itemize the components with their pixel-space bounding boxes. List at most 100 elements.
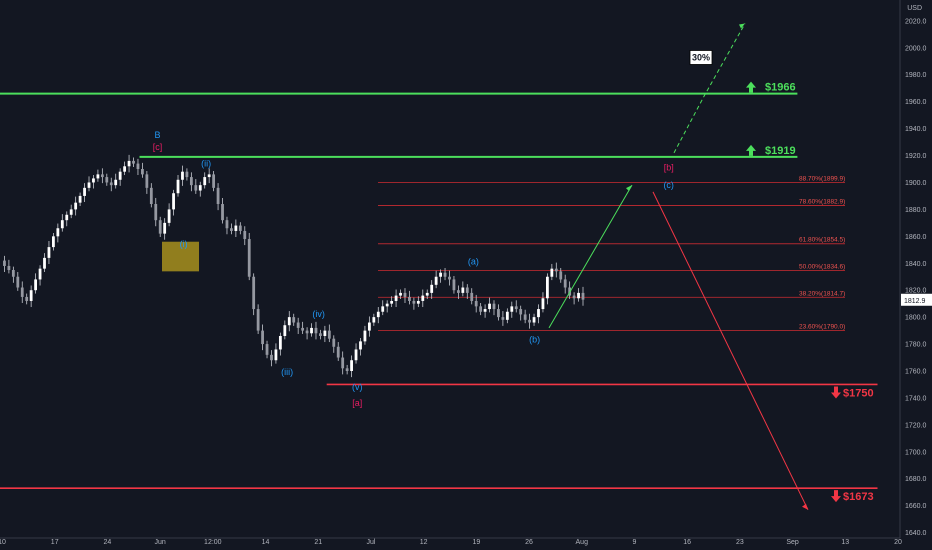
candle-body [581, 292, 585, 300]
candle-body [345, 368, 349, 372]
candle-body [127, 160, 131, 167]
candle-body [363, 330, 367, 342]
candle-body [523, 314, 527, 320]
candle-body [332, 338, 336, 347]
candle-body [11, 270, 15, 277]
candle-body [167, 209, 171, 223]
candle-body [114, 179, 118, 186]
candle-body [301, 327, 305, 331]
candle-body [528, 319, 531, 323]
candle-body [47, 247, 51, 258]
candle-body [96, 174, 100, 179]
candle-body [327, 330, 331, 339]
candle-body [403, 292, 407, 297]
candle-body [270, 354, 273, 361]
candle-body [141, 168, 144, 175]
probability-label: 30% [692, 52, 710, 62]
key-level-label: $1673 [843, 491, 874, 503]
candle-body [265, 344, 269, 355]
bearish-projection-arrow [652, 191, 809, 510]
x-tick-label: 12 [420, 539, 428, 546]
candle-body [176, 179, 180, 194]
x-tick-label: 9 [633, 539, 637, 546]
candle-body [537, 309, 540, 318]
fib-label: 88.70%(1899.9) [799, 176, 845, 183]
dashed-upside-path [673, 23, 746, 154]
candle-body [550, 268, 554, 277]
wave-label: (b) [529, 335, 540, 345]
candle-body [310, 327, 313, 334]
candle-body [434, 276, 438, 285]
candle-body [577, 292, 580, 299]
candle-body [212, 174, 216, 188]
candle-body [109, 182, 113, 186]
currency-label: USD [907, 5, 922, 12]
candle-body [123, 166, 127, 172]
arrow-head-icon [802, 503, 808, 510]
candle-body [394, 295, 398, 301]
fib-label: 23.60%(1790.0) [799, 324, 845, 331]
candle-body [421, 295, 425, 301]
wave-label: (c) [663, 180, 674, 190]
candle-body [172, 193, 175, 210]
y-tick-label: 1940.0 [905, 126, 927, 133]
key-level-label: $1966 [765, 82, 796, 94]
y-tick-label: 1720.0 [905, 422, 927, 429]
fib-label: 78.60%(1882.9) [799, 198, 845, 205]
y-tick-label: 1660.0 [905, 503, 927, 510]
wave-label: (iii) [281, 367, 293, 377]
candle-body [132, 160, 135, 164]
candle-body [194, 185, 198, 191]
y-tick-label: 1700.0 [905, 449, 927, 456]
projection-arrows: 30% [548, 23, 809, 510]
candle-body [256, 309, 260, 331]
candle-body [203, 177, 207, 186]
candle-body [425, 292, 429, 296]
probability-box [689, 50, 713, 65]
y-tick-label: 1640.0 [905, 530, 927, 537]
arrow-down-icon [831, 490, 841, 503]
y-tick-label: 2000.0 [905, 45, 927, 52]
wave-label: (ii) [201, 158, 211, 168]
candle-body [461, 287, 465, 293]
candle-body [367, 322, 371, 331]
last-price-tag: 1812.9 [901, 293, 932, 306]
candle-body [554, 268, 558, 272]
x-tick-label: Jul [366, 539, 375, 546]
candle-body [34, 279, 38, 291]
x-tick-label: 21 [314, 539, 322, 546]
wave-label: (a) [468, 257, 479, 267]
candles [3, 154, 585, 378]
x-tick-label: 20 [894, 539, 902, 546]
candle-body [92, 178, 95, 183]
candle-body [198, 185, 202, 191]
candle-body [38, 268, 42, 280]
fib-label: 38.20%(1814.7) [799, 290, 845, 297]
candle-body [74, 202, 78, 210]
candle-body [145, 174, 149, 188]
wave-i-highlight [162, 241, 199, 272]
candle-body [29, 290, 33, 301]
candle-body [225, 220, 229, 229]
candle-body [545, 276, 549, 299]
y-tick-label: 1900.0 [905, 180, 927, 187]
candle-body [3, 260, 6, 266]
x-tick-label: 12:00 [204, 539, 222, 546]
x-tick-label: 13 [841, 539, 849, 546]
x-tick-label: 14 [262, 539, 270, 546]
candle-body [163, 222, 167, 234]
candle-body [105, 177, 109, 183]
candle-body [563, 279, 567, 288]
candle-body [541, 298, 545, 310]
candle-body [16, 276, 20, 288]
candle-body [314, 327, 318, 334]
candle-body [532, 317, 536, 323]
candle-body [247, 239, 251, 277]
arrow-head-icon [626, 185, 632, 192]
candle-body [234, 225, 238, 231]
x-tick-label: Jun [154, 539, 165, 546]
y-tick-label: 1680.0 [905, 476, 927, 483]
key-level-lines: $1966 $1919 $1750 $1673 [0, 81, 878, 503]
candle-body [287, 317, 291, 326]
